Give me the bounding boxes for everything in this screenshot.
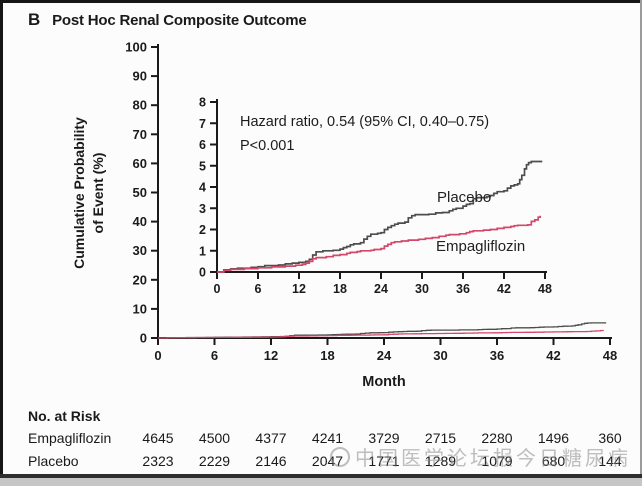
svg-text:0: 0: [154, 348, 161, 363]
risk-value: 1289: [424, 453, 457, 469]
svg-text:24: 24: [374, 282, 388, 296]
svg-text:4: 4: [199, 181, 206, 195]
risk-value: 1496: [537, 430, 570, 446]
svg-text:8: 8: [199, 96, 206, 110]
svg-text:42: 42: [497, 282, 511, 296]
risk-value: 4500: [198, 430, 231, 446]
svg-text:6: 6: [255, 282, 262, 296]
svg-text:48: 48: [538, 282, 552, 296]
svg-text:2: 2: [199, 223, 206, 237]
svg-text:1: 1: [199, 244, 206, 258]
panel-letter: B: [28, 10, 41, 29]
risk-value: 3729: [368, 430, 400, 446]
svg-text:7: 7: [199, 117, 206, 131]
svg-text:0: 0: [199, 266, 206, 280]
risk-value: 2146: [255, 453, 287, 469]
x-axis-label: Month: [362, 374, 406, 390]
svg-text:42: 42: [546, 348, 560, 363]
empagliflozin-curve-label: Empagliflozin: [436, 238, 526, 255]
svg-text:5: 5: [199, 159, 206, 173]
svg-text:70: 70: [133, 127, 147, 142]
risk-row-label-empagliflozin: Empagliflozin: [28, 430, 112, 446]
svg-text:100: 100: [125, 40, 147, 55]
risk-value: 680: [541, 453, 566, 469]
svg-text:12: 12: [292, 282, 306, 296]
p-value-text: P<0.001: [240, 138, 295, 154]
svg-text:30: 30: [133, 243, 147, 258]
svg-text:90: 90: [133, 69, 147, 84]
svg-text:18: 18: [320, 348, 334, 363]
risk-value: 360: [598, 430, 622, 446]
risk-value: 2715: [424, 430, 457, 446]
risk-value: 4645: [142, 430, 174, 446]
risk-value: 1079: [481, 453, 513, 469]
svg-text:3: 3: [199, 202, 206, 216]
hazard-ratio-annotation: Hazard ratio, 0.54 (95% CI, 0.40–0.75) P…: [240, 110, 489, 158]
risk-value: 2047: [311, 453, 344, 469]
hazard-ratio-text: Hazard ratio, 0.54 (95% CI, 0.40–0.75): [240, 114, 490, 130]
svg-text:48: 48: [603, 348, 617, 363]
risk-value: 4241: [311, 430, 344, 446]
svg-text:80: 80: [133, 98, 147, 113]
placebo-curve-label: Placebo: [437, 189, 492, 206]
svg-text:12: 12: [264, 348, 278, 363]
frame-right-border: [640, 0, 642, 486]
frame-bottom-border: [0, 474, 642, 478]
svg-text:6: 6: [199, 138, 206, 152]
figure-title: B Post Hoc Renal Composite Outcome: [28, 10, 307, 30]
frame-left-border: [0, 0, 3, 486]
risk-value: 4377: [255, 430, 287, 446]
risk-value: 2280: [481, 430, 513, 446]
svg-text:40: 40: [133, 214, 147, 229]
svg-text:30: 30: [415, 282, 429, 296]
risk-value: 1771: [368, 453, 400, 469]
risk-row-label-placebo: Placebo: [28, 453, 79, 469]
frame-top-border: [0, 0, 642, 3]
svg-text:0: 0: [140, 331, 147, 346]
svg-text:50: 50: [133, 185, 147, 200]
svg-text:10: 10: [133, 301, 147, 316]
svg-text:24: 24: [377, 348, 392, 363]
risk-value: 2323: [142, 453, 174, 469]
svg-text:18: 18: [333, 282, 347, 296]
svg-text:30: 30: [433, 348, 447, 363]
title-text: Post Hoc Renal Composite Outcome: [52, 12, 307, 29]
risk-value: 144: [598, 453, 622, 469]
risk-table-heading: No. at Risk: [28, 408, 101, 424]
svg-text:6: 6: [211, 348, 218, 363]
svg-text:36: 36: [456, 282, 470, 296]
risk-value: 2229: [198, 453, 231, 469]
svg-text:20: 20: [133, 272, 147, 287]
svg-text:0: 0: [214, 282, 221, 296]
svg-text:60: 60: [133, 156, 147, 171]
frame-bottom-strip: [0, 478, 642, 486]
svg-text:36: 36: [490, 348, 504, 363]
